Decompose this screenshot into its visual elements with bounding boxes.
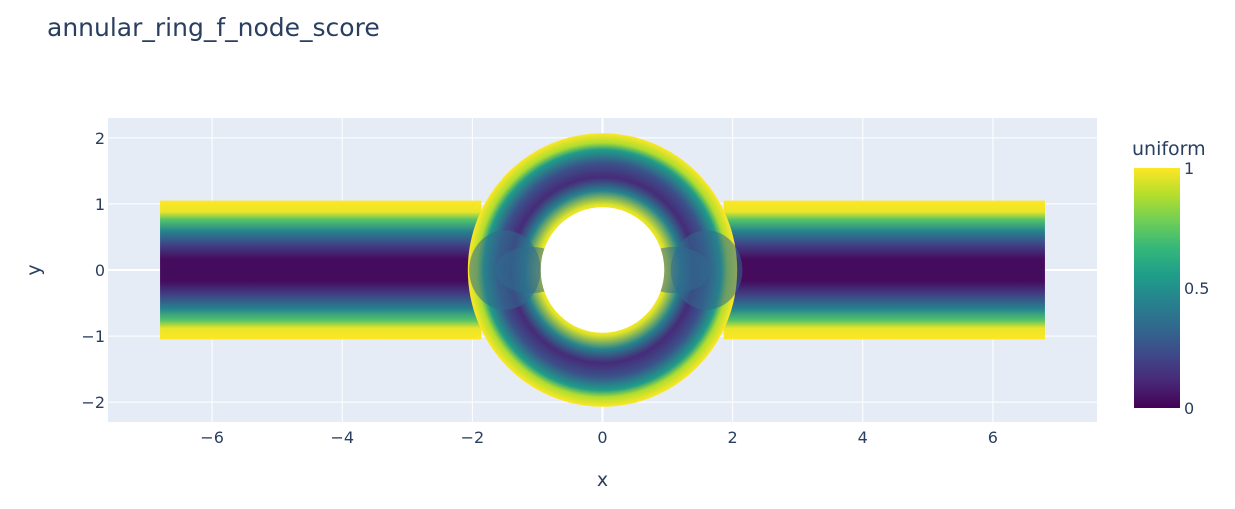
- colorbar: uniform 00.51: [1132, 138, 1209, 418]
- x-tick-label: −2: [461, 428, 485, 447]
- x-tick-label: −4: [330, 428, 354, 447]
- y-axis-ticks: −2 −1 0 1 2: [81, 129, 105, 412]
- colorbar-tick-label: 1: [1184, 159, 1194, 178]
- right-channel: [723, 200, 1045, 340]
- x-tick-label: −6: [200, 428, 224, 447]
- x-tick-label: 4: [858, 428, 868, 447]
- x-tick-label: 6: [988, 428, 998, 447]
- ring-hole: [540, 207, 665, 333]
- x-axis-label: x: [597, 469, 608, 491]
- colorbar-ticks: 00.51: [1184, 159, 1209, 418]
- x-axis-ticks: −6 −4 −2 0 2 4 6: [200, 428, 998, 447]
- y-tick-label: 0: [95, 261, 105, 280]
- colorbar-title: uniform: [1132, 138, 1206, 160]
- y-tick-label: 2: [95, 129, 105, 148]
- flow-wake: [670, 230, 743, 310]
- colorbar-tick-label: 0.5: [1184, 279, 1209, 298]
- heatmap-field: [160, 133, 1045, 407]
- y-tick-label: −1: [81, 327, 105, 346]
- left-channel: [160, 200, 482, 340]
- colorbar-gradient: [1134, 168, 1180, 408]
- x-tick-label: 2: [728, 428, 738, 447]
- y-axis-label: y: [23, 264, 45, 275]
- colorbar-tick-label: 0: [1184, 399, 1194, 418]
- x-tick-label: 0: [597, 428, 607, 447]
- y-tick-label: −2: [81, 393, 105, 412]
- y-tick-label: 1: [95, 195, 105, 214]
- chart-title: annular_ring_f_node_score: [47, 13, 380, 42]
